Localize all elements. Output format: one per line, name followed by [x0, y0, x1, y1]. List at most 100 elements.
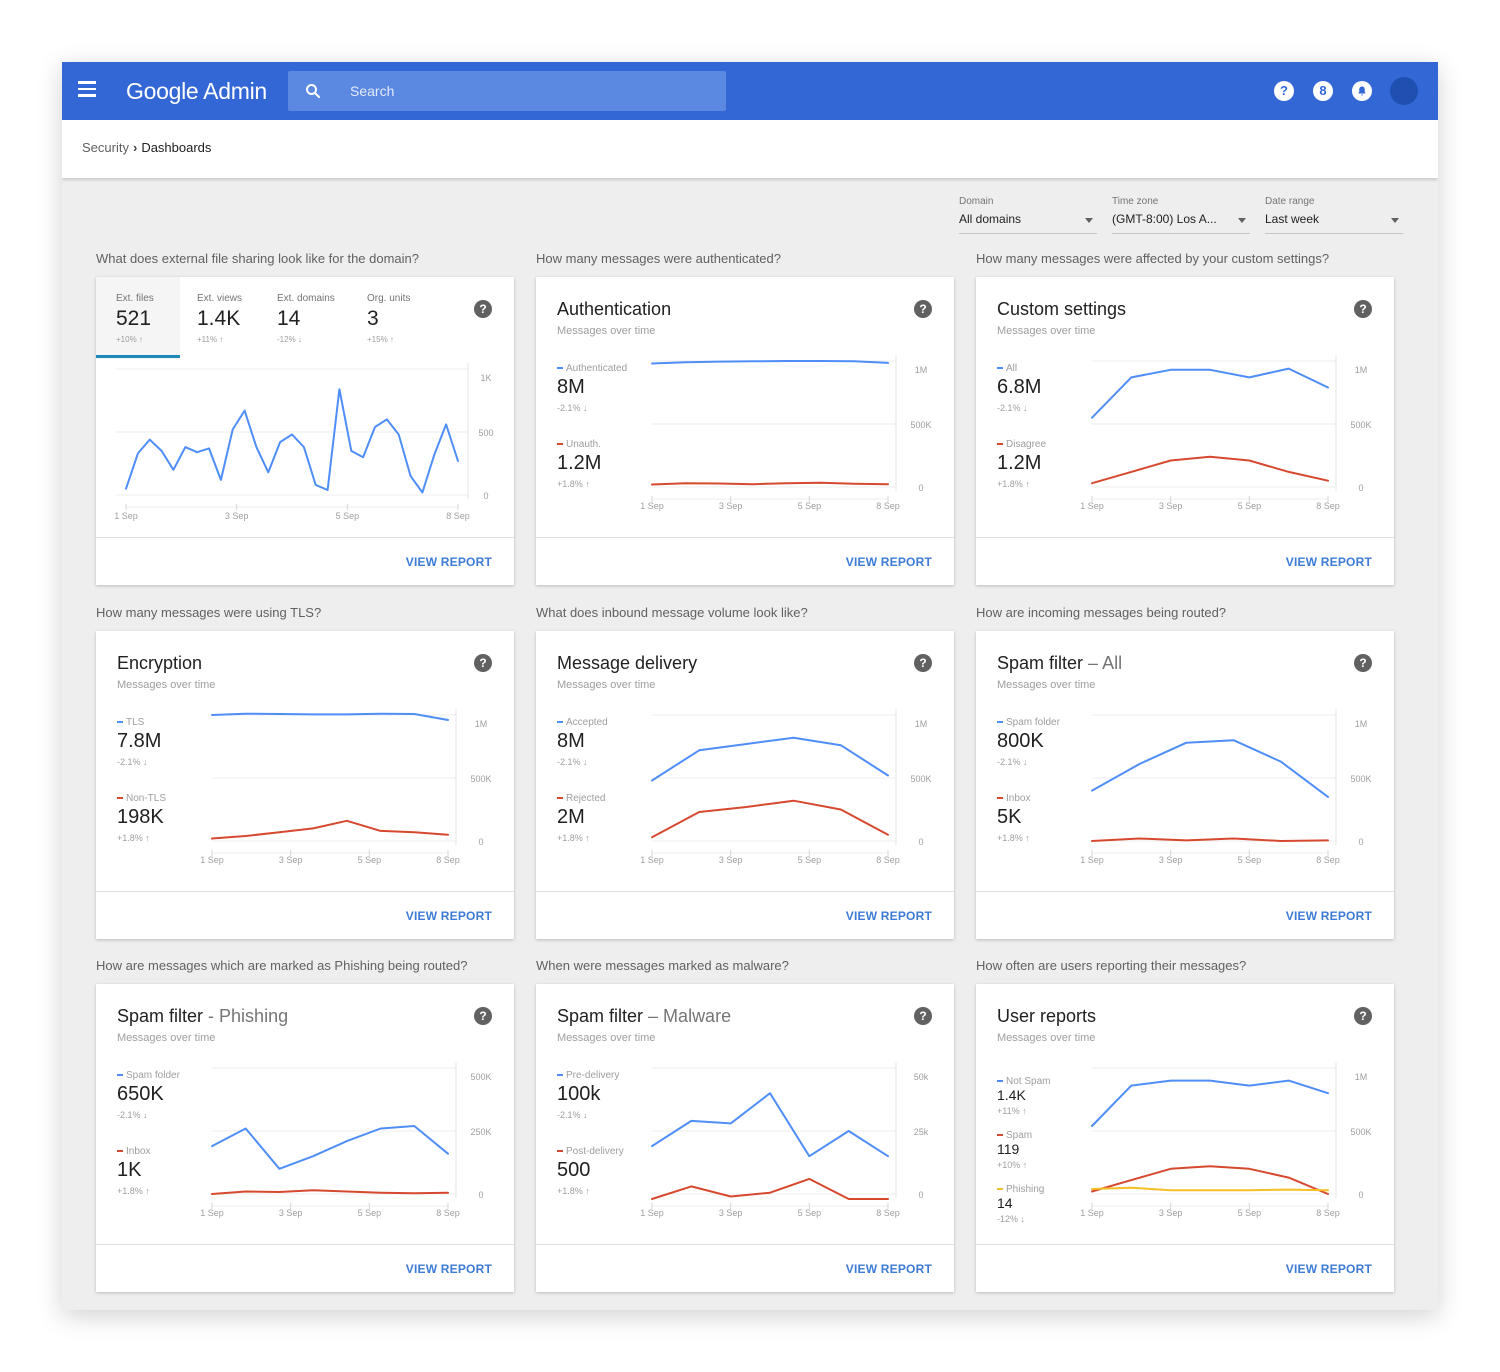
view-report-button[interactable]: VIEW REPORT — [1285, 555, 1372, 569]
search-input[interactable] — [350, 71, 710, 111]
tab-label: Ext. views — [197, 293, 243, 304]
help-icon[interactable]: ? — [1274, 81, 1294, 101]
app-title[interactable]: Google Admin — [126, 78, 267, 104]
view-report-button[interactable]: VIEW REPORT — [845, 1262, 932, 1276]
help-icon[interactable]: ? — [474, 1007, 492, 1025]
help-icon[interactable]: ? — [474, 300, 492, 318]
view-report-button[interactable]: VIEW REPORT — [845, 909, 932, 923]
help-icon[interactable]: ? — [914, 300, 932, 318]
view-report-button[interactable]: VIEW REPORT — [405, 909, 492, 923]
apps-icon[interactable]: 8 — [1313, 81, 1333, 101]
x-tick-label: 1 Sep — [640, 1208, 664, 1218]
series-line — [1091, 837, 1329, 842]
divider — [976, 891, 1394, 892]
x-tick-label: 3 Sep — [1159, 855, 1183, 865]
tab-ext-files[interactable]: Ext. files 521 +10% ↑ — [96, 277, 180, 359]
card-subtitle: Messages over time — [997, 1032, 1096, 1044]
tab-ext-views[interactable]: Ext. views 1.4K +11% ↑ — [177, 277, 261, 359]
metric-label-text: Inbox — [1006, 793, 1031, 804]
help-icon[interactable]: ? — [474, 654, 492, 672]
messages-chart: 0 500K 1M 1 Sep 3 Sep 5 Sep 8 Sep — [1080, 355, 1372, 511]
domain-filter[interactable]: Domain All domains — [959, 196, 1097, 234]
x-tick-label: 1 Sep — [1080, 855, 1104, 865]
legend-swatch — [117, 721, 123, 724]
menu-icon[interactable] — [78, 81, 96, 101]
x-tick-label: 8 Sep — [1316, 855, 1340, 865]
view-report-button[interactable]: VIEW REPORT — [845, 555, 932, 569]
view-report-button[interactable]: VIEW REPORT — [405, 1262, 492, 1276]
help-icon[interactable]: ? — [1354, 1007, 1372, 1025]
card-title-text: Spam filter — [557, 1006, 644, 1026]
question-inbound-volume: What does inbound message volume look li… — [536, 605, 808, 620]
card-title-text: Message delivery — [557, 653, 698, 673]
legend-swatch — [117, 1074, 123, 1077]
help-icon[interactable]: ? — [1354, 300, 1372, 318]
x-tick-label: 8 Sep — [876, 501, 900, 511]
timezone-filter[interactable]: Time zone (GMT-8:00) Los A... — [1112, 196, 1250, 234]
metric-label: Inbox — [117, 1146, 150, 1157]
card-title: Encryption — [117, 653, 202, 674]
y-tick-label: 1M — [1355, 719, 1368, 729]
metric-value: 100k — [557, 1083, 601, 1105]
legend-swatch — [997, 443, 1003, 446]
card-subtitle: Messages over time — [557, 1032, 656, 1044]
date-range-filter-label: Date range — [1265, 196, 1315, 207]
avatar[interactable] — [1390, 77, 1418, 105]
card-title-text: Authentication — [557, 299, 672, 319]
metric-value: 800K — [997, 730, 1044, 752]
y-tick-label: 0 — [1358, 837, 1363, 847]
y-tick-label: 0 — [1358, 1190, 1363, 1200]
x-tick-label: 3 Sep — [279, 1208, 303, 1218]
metric-value: 8M — [557, 376, 585, 398]
metric-value: 1.4K — [997, 1087, 1026, 1103]
card-title-suffix: – All — [1088, 653, 1123, 673]
help-icon[interactable]: ? — [914, 654, 932, 672]
tab-org-units[interactable]: Org. units 3 +15% ↑ — [347, 277, 431, 359]
x-tick-label: 1 Sep — [200, 1208, 224, 1218]
view-report-button[interactable]: VIEW REPORT — [1285, 909, 1372, 923]
metric-label-text: Spam — [1006, 1130, 1033, 1141]
series-line — [651, 1092, 889, 1158]
search-bar[interactable] — [288, 71, 726, 111]
x-tick-label: 1 Sep — [1080, 501, 1104, 511]
breadcrumb-security[interactable]: Security — [82, 140, 129, 155]
question-file-sharing: What does external file sharing look lik… — [96, 251, 420, 266]
card-subtitle: Messages over time — [117, 679, 216, 691]
view-report-button[interactable]: VIEW REPORT — [405, 555, 492, 569]
tab-change: -12% ↓ — [277, 335, 302, 344]
divider — [536, 891, 954, 892]
metric-label-text: Inbox — [126, 1146, 151, 1157]
date-range-filter-value: Last week — [1265, 212, 1320, 226]
metric-change: +10% ↑ — [997, 1160, 1028, 1170]
metric-change: -2.1% ↓ — [557, 403, 588, 413]
series-line — [1091, 455, 1329, 485]
notifications-icon[interactable] — [1352, 81, 1372, 101]
tab-value: 14 — [277, 307, 301, 330]
y-tick-label: 500K — [1350, 1127, 1371, 1137]
y-tick-label: 0 — [918, 837, 923, 847]
date-range-filter[interactable]: Date range Last week — [1265, 196, 1403, 234]
file-sharing-chart: 0 500 1K 1 Sep 3 Sep 5 Sep 8 Sep — [114, 363, 494, 521]
card-title: Spam filter – Malware — [557, 1006, 731, 1027]
timezone-filter-value: (GMT-8:00) Los A... — [1112, 212, 1217, 226]
metric-change: +1.8% ↑ — [557, 479, 590, 489]
x-tick-label: 5 Sep — [1238, 855, 1262, 865]
x-tick-label: 5 Sep — [1238, 1208, 1262, 1218]
legend-swatch — [557, 1074, 563, 1077]
metric-label-text: Phishing — [1006, 1184, 1045, 1195]
x-tick-label: 5 Sep — [358, 1208, 382, 1218]
metric-change: -2.1% ↓ — [117, 757, 148, 767]
y-tick-label: 0 — [478, 837, 483, 847]
view-report-button[interactable]: VIEW REPORT — [1285, 1262, 1372, 1276]
help-icon[interactable]: ? — [1354, 654, 1372, 672]
card-subtitle: Messages over time — [557, 679, 656, 691]
question-phishing-routing: How are messages which are marked as Phi… — [96, 958, 468, 973]
help-icon[interactable]: ? — [914, 1007, 932, 1025]
domain-filter-value: All domains — [959, 212, 1022, 226]
tab-ext-domains[interactable]: Ext. domains 14 -12% ↓ — [257, 277, 341, 359]
metric-label: Spam — [997, 1130, 1032, 1141]
x-tick-label: 8 Sep — [876, 855, 900, 865]
metric-change: -2.1% ↓ — [557, 757, 588, 767]
metric-change: +11% ↑ — [997, 1106, 1027, 1116]
question-tls: How many messages were using TLS? — [96, 605, 322, 620]
